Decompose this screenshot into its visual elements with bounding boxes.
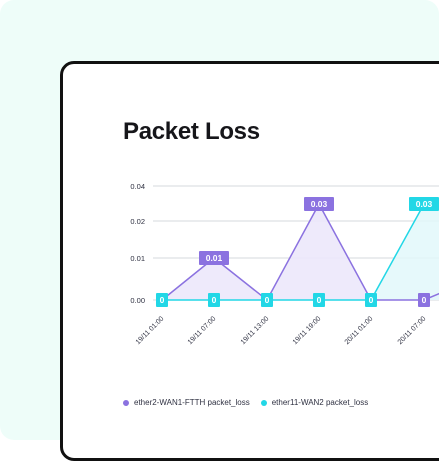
legend-item-series-1[interactable]: ether2-WAN1-FTTH packet_loss	[123, 398, 250, 407]
svg-text:0: 0	[212, 295, 217, 305]
data-label: 0.01	[199, 251, 229, 265]
svg-text:0: 0	[265, 295, 270, 305]
x-tick-label: 19/11 07:00	[187, 315, 218, 346]
y-tick-label: 0.00	[130, 296, 145, 305]
data-label: 0	[208, 293, 220, 307]
svg-text:0: 0	[160, 295, 165, 305]
chart-legend: ether2-WAN1-FTTH packet_loss ether11-WAN…	[123, 398, 368, 407]
svg-text:0: 0	[317, 295, 322, 305]
legend-item-series-2[interactable]: ether11-WAN2 packet_loss	[260, 398, 369, 407]
data-label: 0	[313, 293, 325, 307]
svg-text:0: 0	[422, 295, 427, 305]
packet-loss-chart: 0.00 0.01 0.02 0.04 19/11 01:00 19/11 07:00 1…	[130, 182, 439, 346]
x-tick-label: 19/11 19:00	[292, 315, 323, 346]
svg-text:0: 0	[369, 295, 374, 305]
y-tick-label: 0.01	[130, 254, 145, 263]
x-tick-label: 19/11 01:00	[135, 315, 166, 346]
svg-text:0.03: 0.03	[311, 199, 328, 209]
chart-title: Packet Loss	[123, 118, 260, 145]
y-tick-label: 0.02	[130, 217, 145, 226]
x-tick-label: 19/11 13:00	[240, 315, 271, 346]
data-label: 0.03	[304, 197, 334, 211]
series-area-2	[162, 204, 439, 300]
data-label: 0	[261, 293, 273, 307]
data-label: 0	[365, 293, 377, 307]
chart-card: Packet Loss 0.00 0.01 0.02 0.04 19/11 01:00…	[60, 61, 439, 461]
x-tick-label: 20/11 01:00	[344, 315, 375, 346]
data-label: 0	[418, 293, 430, 307]
legend-dot-series-2	[260, 399, 267, 406]
x-tick-label: 20/11 07:00	[397, 315, 428, 346]
y-tick-label: 0.04	[130, 182, 145, 191]
svg-text:0.03: 0.03	[416, 199, 433, 209]
data-label: 0.03	[409, 197, 439, 211]
legend-label-series-2: ether11-WAN2 packet_loss	[271, 398, 369, 407]
series-area-1	[162, 204, 439, 300]
data-label: 0	[156, 293, 168, 307]
legend-dot-series-1	[123, 399, 129, 406]
svg-text:0.01: 0.01	[206, 253, 223, 263]
legend-label-series-1: ether2-WAN1-FTTH packet_loss	[134, 398, 250, 407]
